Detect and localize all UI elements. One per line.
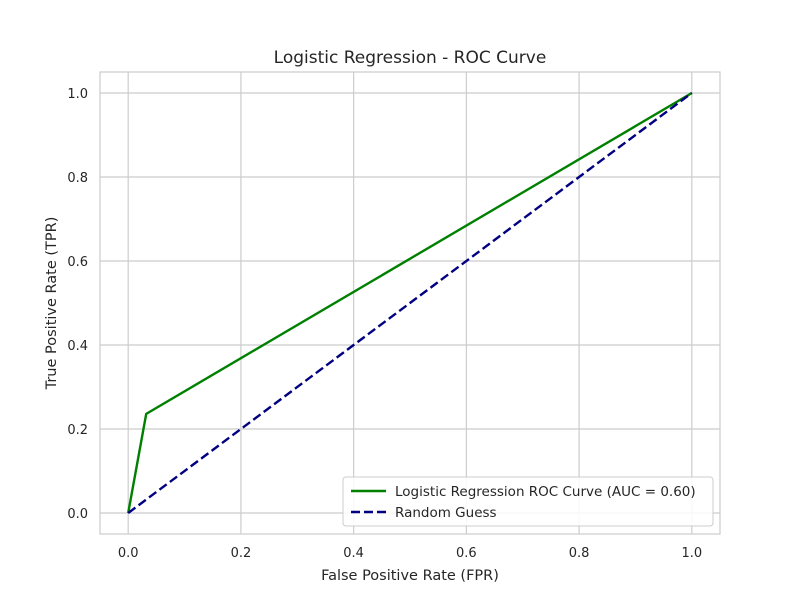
plot-area-frame bbox=[99, 71, 721, 535]
random-guess-line bbox=[127, 92, 693, 514]
x-tick-label: 0.8 bbox=[569, 546, 590, 561]
y-tick-label: 1.0 bbox=[67, 87, 88, 102]
x-tick-labels: 0.0 0.2 0.4 0.6 0.8 1.0 bbox=[118, 546, 702, 561]
x-axis-label: False Positive Rate (FPR) bbox=[321, 568, 499, 584]
y-tick-labels: 0.0 0.2 0.4 0.6 0.8 1.0 bbox=[67, 87, 88, 522]
series-lines bbox=[126, 91, 693, 514]
y-tick-label: 0.8 bbox=[67, 171, 88, 186]
legend-box bbox=[342, 476, 714, 527]
y-axis-label: True Positive Rate (TPR) bbox=[44, 217, 60, 391]
x-tick-label: 1.0 bbox=[681, 546, 702, 561]
x-tick-label: 0.0 bbox=[118, 546, 139, 561]
y-tick-label: 0.0 bbox=[67, 507, 88, 522]
y-tick-label: 0.6 bbox=[67, 255, 88, 270]
x-tick-label: 0.6 bbox=[456, 546, 477, 561]
legend-label-random-guess: Random Guess bbox=[395, 505, 497, 521]
legend-label-logistic-regression: Logistic Regression ROC Curve (AUC = 0.6… bbox=[395, 484, 696, 500]
grid bbox=[100, 72, 720, 534]
y-tick-label: 0.2 bbox=[67, 423, 88, 438]
chart-title: Logistic Regression - ROC Curve bbox=[274, 48, 547, 68]
x-tick-label: 0.4 bbox=[343, 546, 364, 561]
x-tick-label: 0.2 bbox=[231, 546, 252, 561]
y-tick-label: 0.4 bbox=[67, 339, 88, 354]
roc-curve-line bbox=[126, 91, 693, 514]
legend: Logistic Regression ROC Curve (AUC = 0.6… bbox=[342, 476, 714, 527]
